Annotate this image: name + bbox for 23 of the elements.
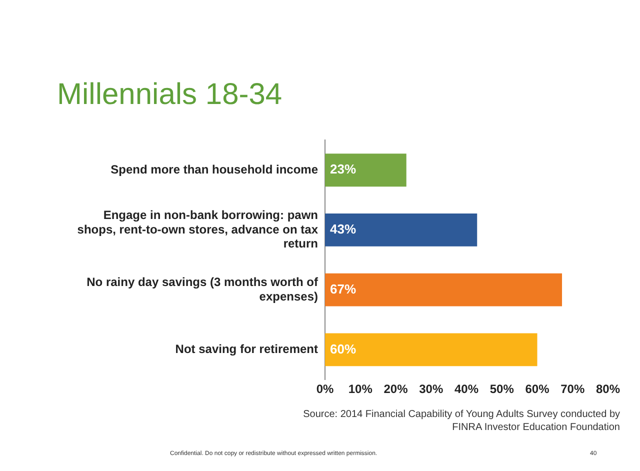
x-tick-label: 20% bbox=[384, 382, 408, 396]
data-label: 67% bbox=[330, 281, 356, 296]
source-note: Source: 2014 Financial Capability of Young Adults Survey conducted by FINRA Investor Education Foundation bbox=[302, 408, 620, 434]
x-tick-label: 80% bbox=[596, 382, 620, 396]
x-tick-label: 10% bbox=[348, 382, 373, 396]
x-tick-label: 60% bbox=[525, 382, 550, 396]
x-tick-label: 30% bbox=[419, 382, 444, 396]
bar bbox=[325, 273, 562, 306]
y-tick-label: Engage in non-bank borrowing: pawn shops, rent-to-own stores, advance on tax return bbox=[77, 208, 318, 251]
data-label: 23% bbox=[330, 162, 356, 177]
y-tick-label: Not saving for retirement bbox=[175, 342, 318, 356]
y-tick-label: Spend more than household income bbox=[110, 162, 318, 176]
x-tick-label: 70% bbox=[560, 382, 585, 396]
x-tick-label: 0% bbox=[316, 382, 334, 396]
data-label: 60% bbox=[330, 341, 356, 356]
y-tick-label: No rainy day savings (3 months worth of expenses) bbox=[86, 274, 319, 304]
data-label: 43% bbox=[330, 222, 356, 237]
bar bbox=[325, 214, 478, 246]
x-tick-label: 40% bbox=[454, 382, 479, 396]
bar bbox=[325, 154, 406, 187]
bar bbox=[325, 333, 538, 366]
chart-title: Millennials 18-34 bbox=[57, 78, 282, 112]
x-tick-label: 50% bbox=[490, 382, 514, 396]
